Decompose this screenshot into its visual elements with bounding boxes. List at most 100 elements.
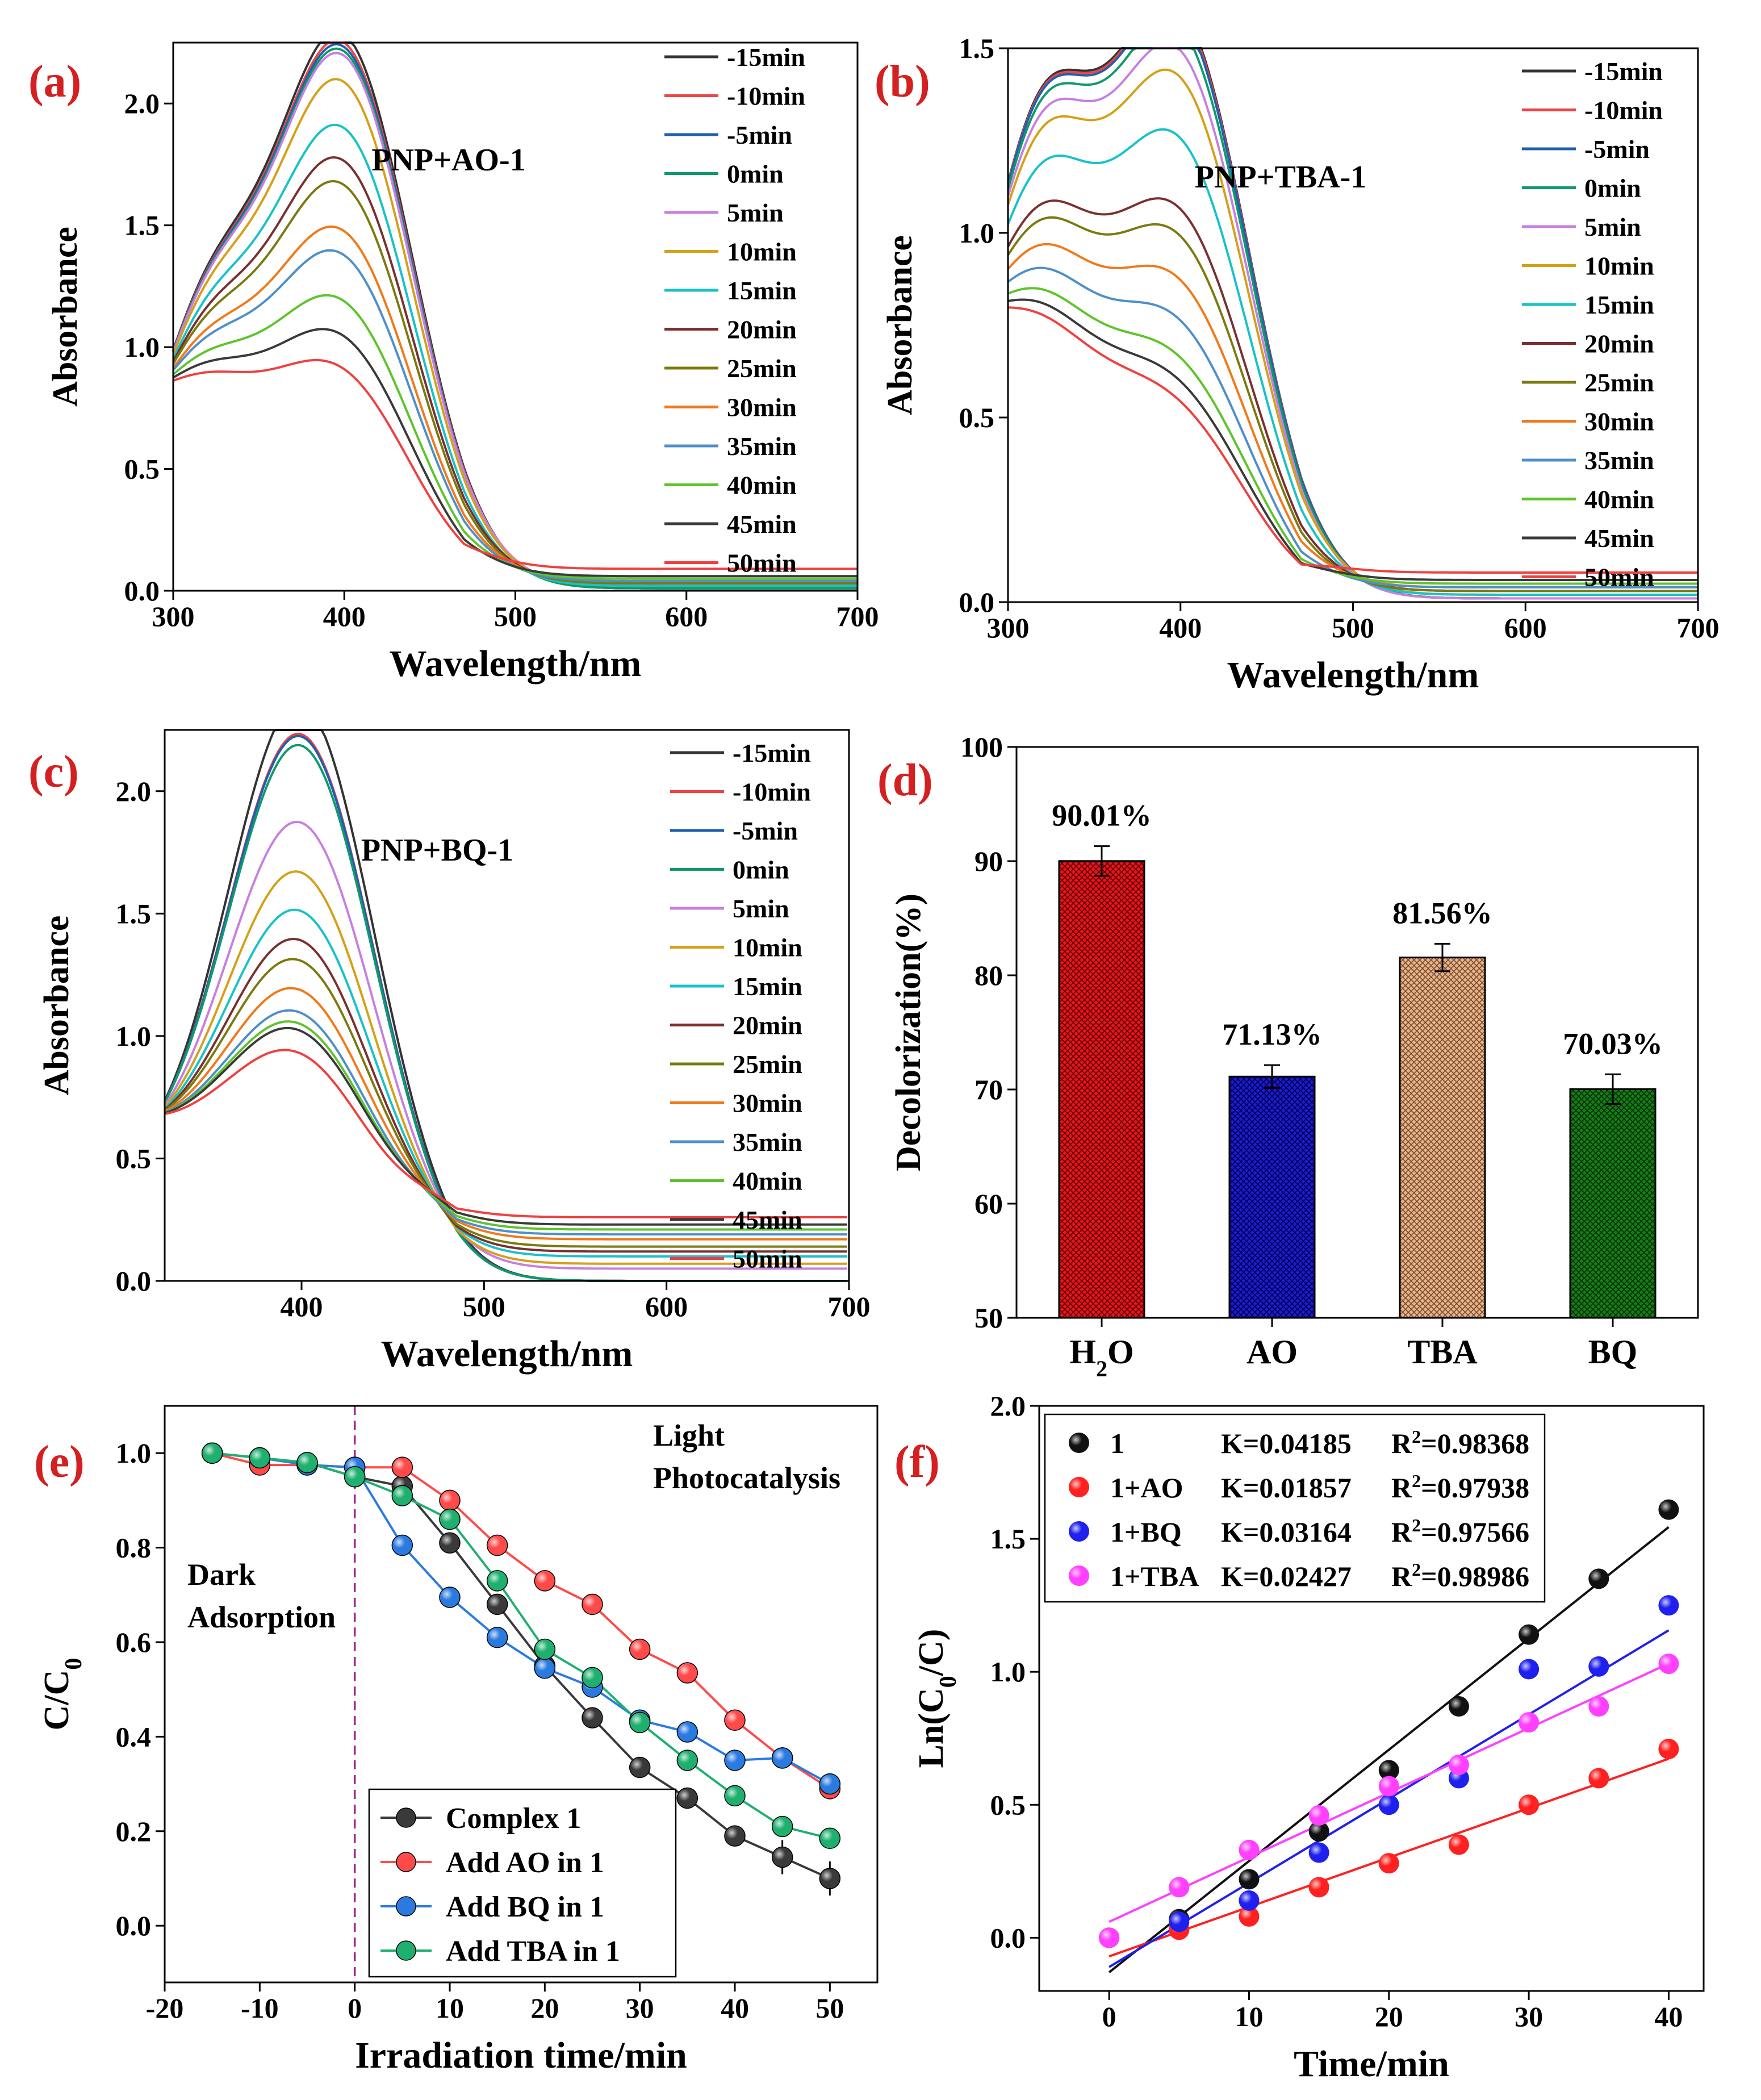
panel-b-y-tick-label: 0.0 [959, 586, 995, 618]
panel-b-y-tick-label: 0.5 [959, 402, 995, 433]
panel-e-data-point-highlight [487, 1535, 508, 1556]
panel-f-data-point-highlight [1308, 1877, 1329, 1898]
panel-b-spectrum-line [1007, 47, 1698, 600]
panel-f-x-tick-label: 10 [1235, 2001, 1263, 2032]
panel-e-data-point-highlight [819, 1868, 840, 1889]
panel-b-spectrum-line [1007, 287, 1698, 585]
panel-f-data-point-highlight [1099, 1927, 1120, 1948]
panel-a-legend-label: 45min [727, 510, 797, 538]
panel-f-data-point-highlight [1239, 1869, 1260, 1890]
panel-c-y-tick-label: 0.0 [116, 1265, 152, 1297]
panel-e-data-point-highlight [582, 1594, 603, 1615]
panel-e-x-tick-label: -20 [146, 1992, 184, 2024]
panel-e-y-tick-label: 1.0 [116, 1437, 152, 1469]
panel-c-legend-label: 5min [733, 894, 789, 923]
panel-f-legend-name: 1 [1110, 1427, 1124, 1459]
panel-a-x-tick-label: 400 [323, 600, 366, 632]
panel-e-annotation-dark: Adsorption [187, 1600, 336, 1634]
panel-f-data-point-highlight [1378, 1760, 1399, 1781]
panel-e-legend-label: Complex 1 [446, 1802, 581, 1835]
panel-e-data-point-highlight [677, 1788, 698, 1809]
panel-d-y-tick-label: 50 [974, 1302, 1003, 1334]
panel-e-data-point-highlight [392, 1535, 413, 1556]
panel-f-data-point-highlight [1588, 1696, 1609, 1717]
panel-c-legend-label: 15min [733, 972, 802, 1001]
panel-e-data-point-highlight [487, 1594, 508, 1615]
panel-e-series-line [212, 1452, 830, 1840]
panel-e-data-point-highlight [249, 1447, 270, 1468]
panel-b-x-tick-label: 600 [1504, 612, 1547, 644]
panel-f-axes-frame [1038, 1405, 1705, 1992]
panel-a-x-tick-label: 500 [494, 600, 537, 632]
panel-e-x-tick-label: 40 [721, 1992, 749, 2024]
panel-c-sample-annotation: PNP+BQ-1 [361, 833, 513, 868]
panel-b-legend-label: -15min [1584, 57, 1663, 86]
panel-e-legend-swatch-marker [396, 1807, 416, 1828]
panel-e-data-point-highlight [725, 1785, 745, 1806]
panel-e-y-tick-label: 0.4 [116, 1721, 152, 1752]
panel-e-data-point-highlight [629, 1712, 650, 1733]
panel-f-legend-k: K=0.01857 [1221, 1472, 1352, 1504]
panel-c-x-tick-label: 500 [463, 1291, 505, 1322]
panel-f-y-tick-label: 0.0 [990, 1922, 1026, 1953]
panel-f-data-point-highlight [1378, 1776, 1399, 1797]
panel-a-y-tick-label: 1.0 [124, 331, 160, 363]
panel-c-legend-label: 50min [733, 1245, 802, 1274]
panel-b-legend-label: -10min [1584, 96, 1663, 125]
panel-c-y-tick-label: 0.5 [116, 1142, 152, 1174]
panel-b-spectrum-line [1007, 298, 1698, 581]
panel-e-data-point-highlight [677, 1663, 698, 1684]
panel-f-legend-marker-highlight [1069, 1521, 1089, 1542]
panel-b-spectrum-line [1007, 47, 1698, 600]
panel-c-axes-frame [164, 729, 850, 1282]
panel-c: 400 500 600 700 0.0 0.5 1.0 1.5 2.0 Wavelength/nm… [28, 729, 871, 1375]
panel-e-legend-label: Add AO in 1 [446, 1847, 604, 1879]
panel-e-legend-label: Add TBA in 1 [446, 1935, 620, 1968]
panel-a-legend-label: -15min [727, 43, 805, 72]
panel-e-data-point-highlight [725, 1710, 745, 1731]
panel-f-x-tick-label: 20 [1375, 2001, 1403, 2032]
panel-c-spectrum-line [164, 908, 847, 1258]
panel-c-y-axis-title: Absorbance [37, 916, 76, 1096]
panel-f-data-point-highlight [1448, 1696, 1469, 1717]
panel-e-data-point-highlight [819, 1773, 840, 1794]
panel-e-x-axis-title: Irradiation time/min [355, 2035, 687, 2076]
panel-d-y-tick-label: 80 [974, 959, 1003, 991]
panel-d-bar [1058, 860, 1145, 1319]
panel-a-legend-label: 50min [727, 549, 797, 578]
panel-a-x-axis-title: Wavelength/nm [390, 643, 642, 684]
panel-c-legend-label: 25min [733, 1050, 802, 1079]
panel-c-x-tick-label: 700 [828, 1291, 871, 1322]
panel-e-data-point-highlight [772, 1747, 793, 1768]
panel-e-data-point-highlight [440, 1587, 460, 1608]
panel-d-bar [1228, 1075, 1316, 1319]
panel-d-data-label: 81.56% [1392, 896, 1492, 930]
panel-a: 300 400 500 600 700 0.0 0.5 1.0 1.5 2.0 Wavelength… [28, 41, 879, 684]
panel-d-y-tick-label: 100 [960, 731, 1003, 763]
panel-e-x-tick-label: 20 [530, 1992, 559, 2024]
panel-e-data-point-highlight [772, 1847, 793, 1868]
panel-c-legend-label: 40min [733, 1167, 802, 1196]
panel-f-data-point-highlight [1169, 1911, 1190, 1932]
panel-e-data-point-highlight [392, 1485, 413, 1506]
panel-f-legend-r2: R2=0.97938 [1391, 1471, 1529, 1504]
panel-e-data-point-highlight [534, 1639, 555, 1660]
panel-e-legend-swatch-marker [396, 1896, 416, 1917]
panel-b-y-tick-label: 1.0 [959, 217, 995, 249]
panel-b-legend-label: 5min [1584, 212, 1641, 241]
panel-e-x-tick-label: 10 [436, 1992, 464, 2024]
panel-f-legend-box [1044, 1413, 1546, 1603]
panel-e-data-point-highlight [534, 1570, 555, 1591]
panel-c-y-tick-label: 1.5 [116, 897, 152, 929]
panel-c-legend-label: 30min [733, 1089, 802, 1118]
panel-c-legend-label: -15min [733, 738, 811, 767]
panel-d-y-tick-label: 70 [974, 1074, 1003, 1105]
panel-a-spectrum-line [172, 328, 858, 578]
panel-f-x-tick-label: 40 [1654, 2001, 1683, 2032]
panel-c-spectrum-line [164, 820, 847, 1270]
panel-f-data-point-highlight [1308, 1805, 1329, 1826]
panel-b-spectrum-line [1007, 47, 1698, 600]
panel-e-data-point-highlight [677, 1722, 698, 1743]
panel-c-legend-label: 35min [733, 1128, 802, 1157]
panel-e-x-tick-label: 50 [815, 1992, 844, 2024]
